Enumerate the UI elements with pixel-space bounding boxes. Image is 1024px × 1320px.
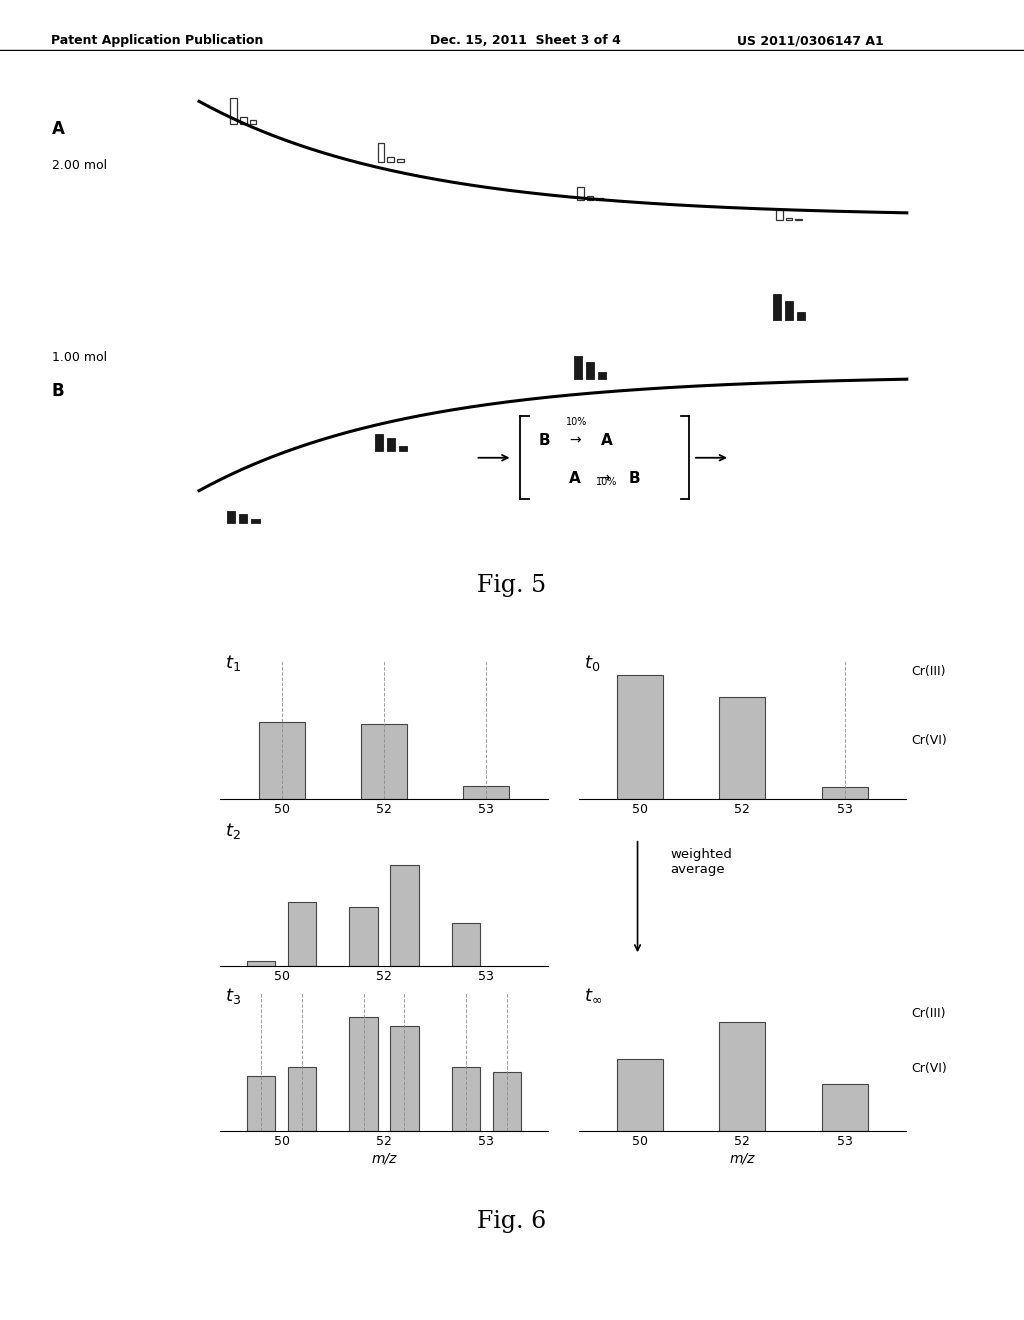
Bar xyxy=(616,1060,664,1131)
Text: $t_1$: $t_1$ xyxy=(225,653,242,673)
Bar xyxy=(397,158,403,162)
Bar xyxy=(247,961,275,966)
Bar xyxy=(361,725,408,799)
Text: $t_3$: $t_3$ xyxy=(225,986,242,1006)
Text: weighted
average: weighted average xyxy=(671,849,732,876)
Bar xyxy=(596,198,603,199)
Bar xyxy=(349,1018,378,1131)
Bar xyxy=(240,515,248,523)
Text: →: → xyxy=(599,471,610,486)
Bar xyxy=(258,722,305,799)
Text: B: B xyxy=(628,471,640,486)
Bar xyxy=(573,356,582,379)
Bar xyxy=(288,1067,316,1131)
Text: B: B xyxy=(51,381,65,400)
Text: $t_\infty$: $t_\infty$ xyxy=(584,986,602,1003)
Bar xyxy=(587,197,593,199)
X-axis label: m/z: m/z xyxy=(730,1151,755,1166)
Bar xyxy=(399,446,407,451)
Text: Cr(VI): Cr(VI) xyxy=(911,1063,947,1076)
Bar xyxy=(586,362,594,379)
X-axis label: m/z: m/z xyxy=(372,1151,396,1166)
Text: Patent Application Publication: Patent Application Publication xyxy=(51,34,263,48)
Text: 1.00 mol: 1.00 mol xyxy=(51,351,106,364)
Text: 10%: 10% xyxy=(566,417,588,426)
Bar xyxy=(247,1076,275,1131)
Bar xyxy=(598,372,606,379)
Text: →: → xyxy=(569,433,581,447)
Text: Cr(III): Cr(III) xyxy=(911,664,946,677)
Bar xyxy=(250,120,256,124)
Bar xyxy=(387,438,395,451)
Text: Dec. 15, 2011  Sheet 3 of 4: Dec. 15, 2011 Sheet 3 of 4 xyxy=(430,34,621,48)
Text: 2.00 mol: 2.00 mol xyxy=(51,158,106,172)
Bar xyxy=(821,788,868,799)
Bar xyxy=(452,923,480,966)
Bar xyxy=(390,1026,419,1131)
Text: $t_0$: $t_0$ xyxy=(584,653,600,673)
Text: Cr(III): Cr(III) xyxy=(911,1007,946,1020)
Bar xyxy=(390,865,419,966)
Text: Fig. 6: Fig. 6 xyxy=(477,1210,547,1233)
Bar xyxy=(288,902,316,966)
Bar xyxy=(227,511,236,523)
Text: $t_2$: $t_2$ xyxy=(225,821,241,841)
Bar xyxy=(378,143,384,162)
Bar xyxy=(796,219,802,220)
Text: 10%: 10% xyxy=(596,478,617,487)
Bar xyxy=(719,1022,766,1131)
Bar xyxy=(785,218,793,220)
Text: B: B xyxy=(539,433,550,447)
Bar xyxy=(821,1084,868,1131)
Bar xyxy=(452,1067,480,1131)
Bar xyxy=(240,117,247,124)
Bar xyxy=(349,907,378,966)
Bar xyxy=(784,301,793,321)
Bar xyxy=(776,210,782,220)
Text: US 2011/0306147 A1: US 2011/0306147 A1 xyxy=(737,34,884,48)
Bar xyxy=(387,157,394,162)
Text: Fig. 5: Fig. 5 xyxy=(477,574,547,597)
Bar xyxy=(797,312,805,321)
Bar xyxy=(773,294,780,321)
Bar xyxy=(493,1072,521,1131)
Text: Cr(VI): Cr(VI) xyxy=(911,734,947,747)
Bar xyxy=(719,697,766,799)
Bar xyxy=(375,434,383,451)
Bar xyxy=(252,520,259,523)
Bar xyxy=(463,787,510,799)
Text: A: A xyxy=(601,433,612,447)
Text: A: A xyxy=(51,120,65,139)
Text: A: A xyxy=(569,471,581,486)
Bar xyxy=(230,98,237,124)
Bar xyxy=(577,186,584,199)
Bar xyxy=(616,675,664,799)
